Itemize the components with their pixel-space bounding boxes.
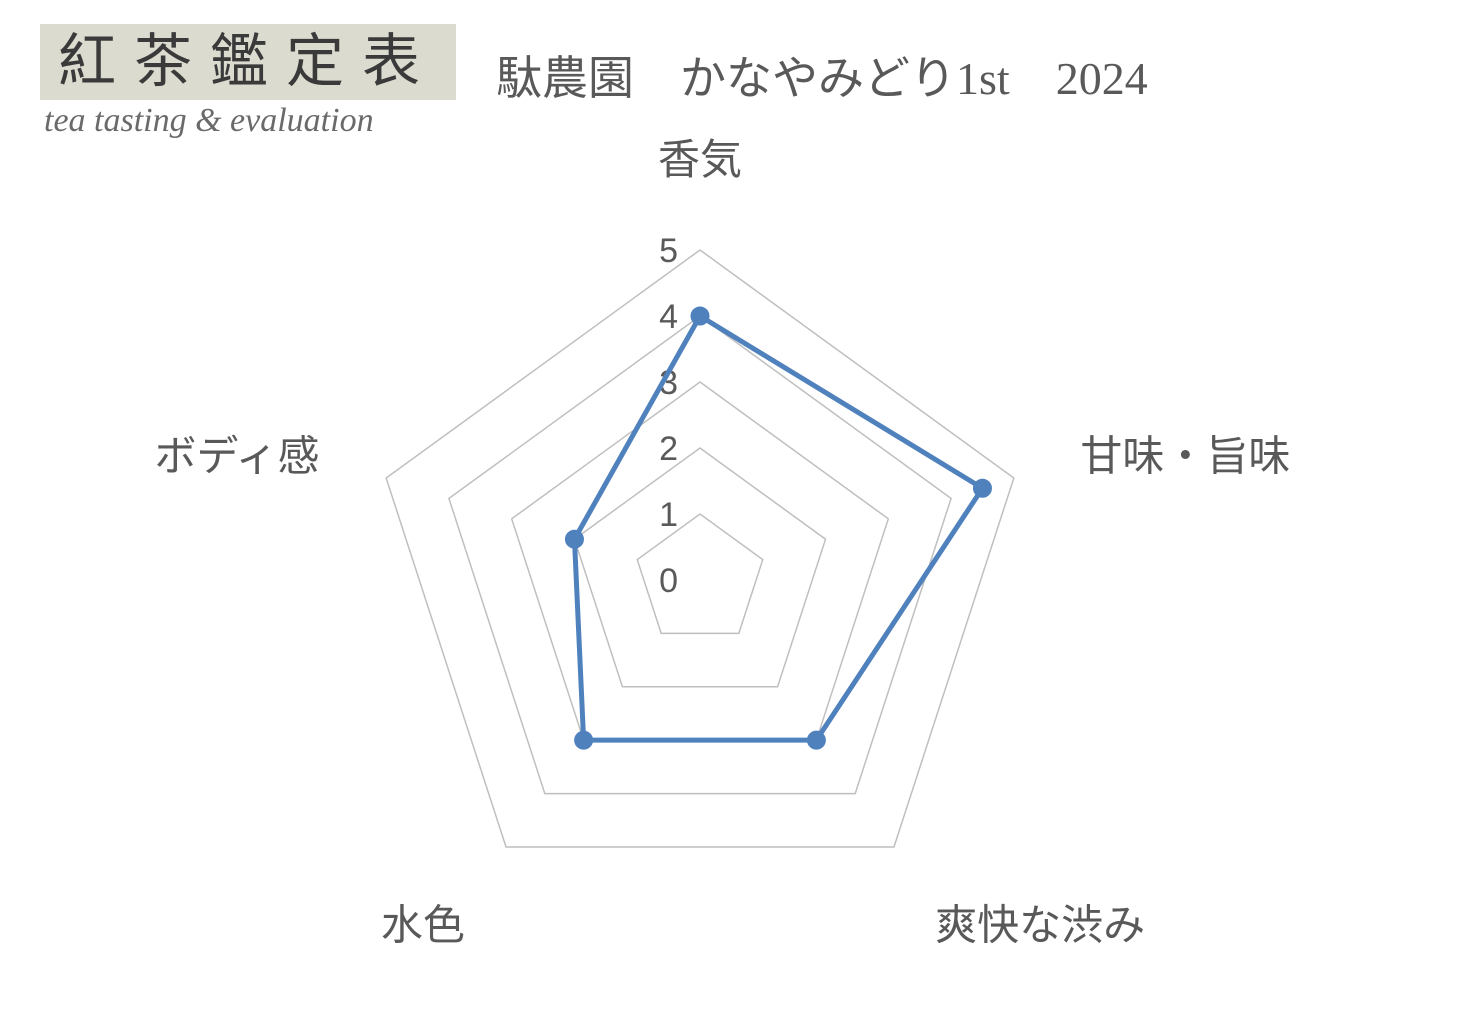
radar-chart: 012345香気甘味・旨味爽快な渋み水色ボディ感 [0, 0, 1478, 1016]
data-marker [807, 731, 825, 749]
tick-label: 0 [659, 562, 678, 600]
data-marker [973, 479, 991, 497]
tick-label: 4 [659, 298, 678, 336]
grid-ring [386, 250, 1014, 847]
grid-ring [637, 514, 763, 633]
tick-label: 2 [659, 430, 678, 468]
tick-label: 1 [659, 496, 678, 534]
radar-svg: 012345香気甘味・旨味爽快な渋み水色ボディ感 [0, 0, 1478, 1016]
data-polygon [574, 316, 982, 740]
data-marker [575, 731, 593, 749]
grid-ring [449, 316, 951, 794]
axis-label: 水色 [381, 904, 465, 950]
axis-label: 爽快な渋み [935, 904, 1145, 950]
data-marker [691, 307, 709, 325]
data-marker [565, 530, 583, 548]
grid-ring [574, 448, 825, 687]
tick-label: 5 [659, 232, 678, 270]
axis-label: 香気 [658, 138, 742, 184]
axis-label: 甘味・旨味 [1080, 434, 1290, 480]
axis-label: ボディ感 [155, 433, 320, 480]
